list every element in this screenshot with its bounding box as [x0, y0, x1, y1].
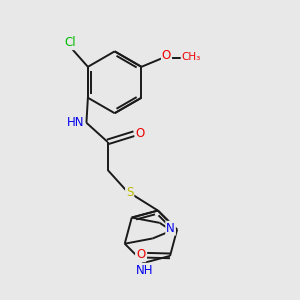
Text: O: O	[135, 127, 145, 140]
Text: O: O	[136, 248, 145, 261]
Text: Cl: Cl	[64, 36, 76, 49]
Text: N: N	[166, 222, 175, 235]
Text: S: S	[126, 186, 134, 199]
Text: CH₃: CH₃	[182, 52, 201, 62]
Text: O: O	[162, 50, 171, 62]
Text: NH: NH	[136, 264, 153, 277]
Text: HN: HN	[67, 116, 84, 129]
